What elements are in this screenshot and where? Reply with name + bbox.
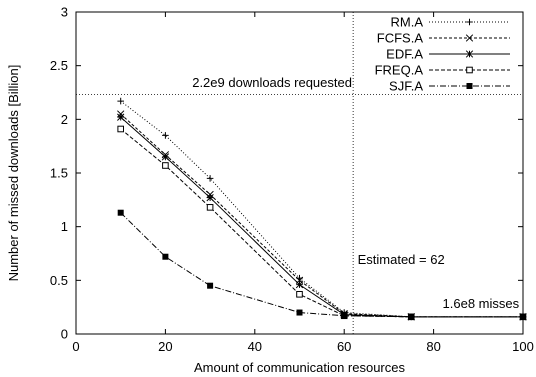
y-tick-label: 0.5 (50, 273, 68, 288)
data-point (161, 153, 170, 161)
series-rm-a (117, 97, 527, 321)
legend-marker (466, 18, 473, 26)
annotation: Estimated = 62 (358, 252, 445, 267)
legend-label: SJF.A (389, 79, 423, 94)
data-point (296, 290, 303, 298)
y-tick-label: 2.5 (50, 58, 68, 73)
legend-label: EDF.A (386, 47, 423, 62)
data-point (117, 97, 124, 105)
annotation: 1.6e8 misses (443, 296, 520, 311)
data-point (162, 253, 169, 260)
x-tick-label: 100 (512, 339, 534, 354)
y-tick-label: 0 (61, 327, 68, 342)
series-edf-a (117, 113, 527, 321)
y-tick-label: 3 (61, 5, 68, 20)
x-tick-label: 80 (426, 339, 440, 354)
series-line (120, 128, 523, 318)
x-axis-label: Amount of communication resources (194, 360, 405, 375)
y-tick-label: 1.5 (50, 166, 68, 181)
data-point (295, 280, 304, 289)
legend-marker (465, 50, 474, 58)
y-tick-label: 1 (61, 219, 68, 234)
series-fcfs-a (117, 110, 527, 321)
data-point (117, 209, 124, 216)
y-axis-label: Number of missed downloads [Billion] (6, 65, 21, 282)
data-point (341, 312, 348, 319)
data-point (207, 282, 214, 289)
x-tick-label: 40 (248, 339, 262, 354)
x-tick-label: 20 (158, 339, 172, 354)
plot-area: 0 20 40 60 80 100 0 0.5 1 1.5 2 2.5 3 2.2e9 downloads… (50, 5, 534, 355)
data-point (520, 313, 526, 320)
series-sjf-a (117, 209, 526, 320)
legend-label: FREQ.A (375, 63, 424, 78)
series-line (120, 113, 523, 318)
data-point (117, 125, 125, 133)
data-point (206, 194, 214, 202)
data-point (162, 162, 169, 169)
data-point (117, 113, 125, 121)
legend-label: FCFS.A (377, 31, 424, 46)
series-line (120, 116, 523, 318)
data-point (206, 175, 214, 182)
x-tick-label: 0 (72, 339, 79, 354)
data-point (296, 309, 303, 316)
series-line (120, 100, 523, 318)
data-point (206, 204, 214, 211)
legend-marker (466, 66, 473, 74)
legend-label: RM.A (391, 15, 424, 30)
series-freq-a (117, 125, 527, 321)
legend-marker (466, 83, 473, 89)
y-tick-label: 2 (61, 112, 68, 127)
x-tick-label: 60 (337, 339, 351, 354)
data-point (162, 132, 169, 139)
legend-marker (465, 34, 474, 42)
annotation: 2.2e9 downloads requested (192, 75, 352, 90)
data-point (408, 313, 415, 320)
